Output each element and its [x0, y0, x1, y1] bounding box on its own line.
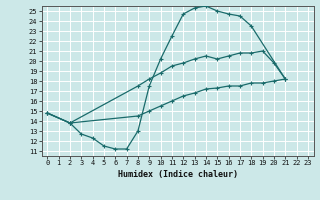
X-axis label: Humidex (Indice chaleur): Humidex (Indice chaleur): [118, 170, 237, 179]
